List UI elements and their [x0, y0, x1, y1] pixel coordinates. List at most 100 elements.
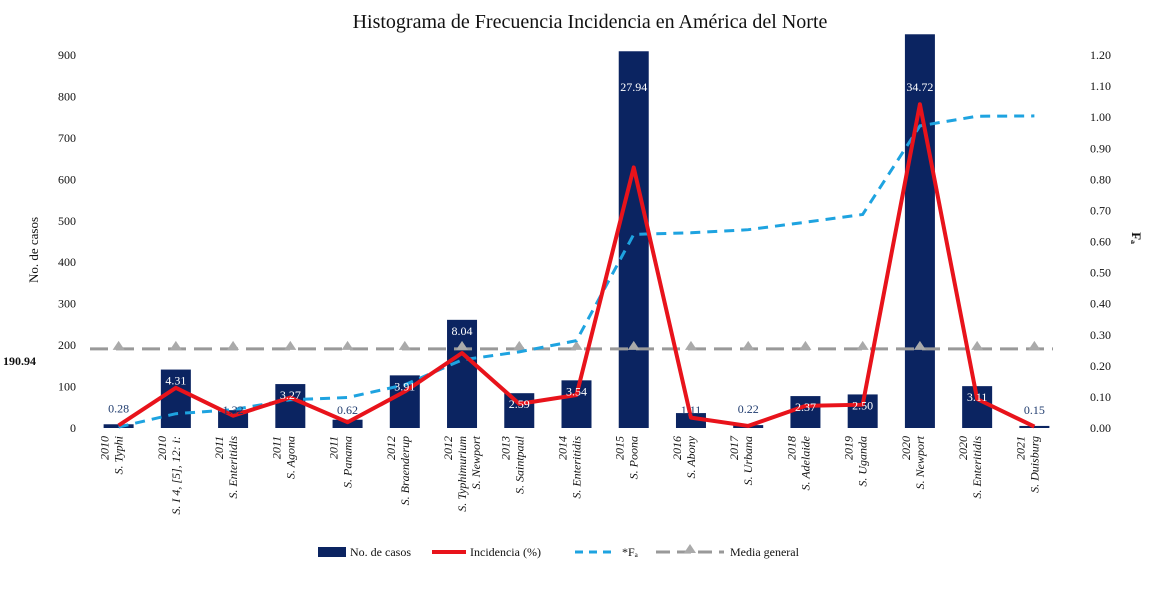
- category-year: 2012: [441, 436, 455, 460]
- category-label: 2020 S. Newport: [899, 435, 927, 489]
- mean-marker: [799, 340, 812, 350]
- category-label: 2011 S. Agona: [269, 436, 297, 479]
- category-label: 2019 S. Uganda: [842, 436, 870, 487]
- incidence-data-label: 0.22: [738, 402, 759, 416]
- category-year: 2013: [498, 436, 512, 460]
- incidence-data-label: 0.15: [1024, 403, 1045, 417]
- y-right-tick-label: 0.00: [1090, 421, 1111, 435]
- incidence-line: [117, 102, 1036, 429]
- category-name: S. Panama: [341, 436, 355, 488]
- legend-bar-swatch: [318, 547, 346, 557]
- category-label: 2012 S. Typhimurium S. Newport: [441, 435, 483, 511]
- y-left-tick-label: 200: [58, 338, 76, 352]
- incidence-data-label: 2.50: [852, 398, 873, 412]
- mean-marker: [284, 340, 297, 350]
- mean-marker: [227, 340, 240, 350]
- y-left-tick-label: 400: [58, 255, 76, 269]
- y-right-tick-label: 0.20: [1090, 359, 1111, 373]
- y-axis-right-title: Fₐ: [1129, 232, 1144, 244]
- incidence-data-label: 3.91: [394, 379, 415, 393]
- category-label: 2010 S. I 4, [5], 12: i:: [155, 436, 183, 515]
- incidence-data-label: 0.28: [108, 401, 129, 415]
- category-name: S. Enteritidis: [226, 436, 240, 499]
- category-label: 2020 S. Enteritidis: [956, 436, 984, 499]
- category-year: 2016: [670, 436, 684, 460]
- bar: [618, 51, 649, 429]
- incidence-data-label: 3.27: [280, 388, 301, 402]
- category-name: S. Newport: [913, 435, 927, 489]
- y-right-tick-label: 1.00: [1090, 110, 1111, 124]
- mean-marker: [684, 340, 697, 350]
- incidence-data-label: 2.37: [795, 400, 816, 414]
- y-axis-right-ticks: 0.00 0.10 0.20 0.30 0.40 0.50 0.60 0.70 0.80 0.90…: [1090, 48, 1111, 435]
- incidence-data-label: 8.04: [452, 324, 473, 338]
- y-axis-left-ticks: 0 100 200 300 400 500 600 700 800 900: [58, 48, 76, 435]
- y-right-tick-label: 0.10: [1090, 390, 1111, 404]
- y-left-tick-label: 100: [58, 380, 76, 394]
- category-year: 2011: [327, 436, 341, 459]
- category-label: 2010 S. Typhi: [98, 436, 126, 474]
- data-labels: 0.28 4.31 1.32 3.27 0.62 3.91 8.04 2.59 3.54 27.9…: [108, 80, 1045, 417]
- y-left-tick-label: 600: [58, 172, 76, 186]
- mean-marker: [971, 340, 984, 350]
- category-year: 2020: [899, 436, 913, 460]
- y-right-tick-label: 0.40: [1090, 297, 1111, 311]
- category-name: S. Enteritidis: [570, 436, 584, 499]
- category-name: S. Agona: [283, 436, 297, 479]
- y-right-tick-label: 0.70: [1090, 203, 1111, 217]
- mean-marker: [398, 340, 411, 350]
- mean-marker: [627, 340, 640, 350]
- y-right-tick-label: 1.10: [1090, 79, 1111, 93]
- mean-value-label: 190.94: [3, 354, 36, 368]
- category-year: 2019: [842, 436, 856, 460]
- y-left-tick-label: 500: [58, 214, 76, 228]
- incidence-data-label: 1.11: [681, 403, 702, 417]
- mean-marker: [341, 340, 354, 350]
- category-label: 2016 S. Abony: [670, 435, 698, 478]
- category-name: S. I 4, [5], 12: i:: [169, 436, 183, 515]
- y-left-tick-label: 900: [58, 48, 76, 62]
- incidence-data-label: 0.62: [337, 403, 358, 417]
- category-label: 2015 S. Poona: [613, 436, 641, 479]
- incidence-data-label: 3.11: [967, 390, 988, 404]
- incidence-data-label: 1.32: [223, 403, 244, 417]
- category-label: 2017 S. Urbana: [727, 435, 755, 485]
- mean-marker: [570, 340, 583, 350]
- category-label: 2012 S. Braenderup: [384, 436, 412, 505]
- category-year: 2014: [556, 436, 570, 460]
- y-right-tick-label: 0.50: [1090, 266, 1111, 280]
- category-year: 2017: [727, 435, 741, 460]
- category-label: 2013 S. Saintpaul: [498, 435, 526, 494]
- y-left-tick-label: 800: [58, 89, 76, 103]
- mean-marker: [856, 340, 869, 350]
- category-year: 2021: [1013, 436, 1027, 460]
- category-name: S. Uganda: [856, 436, 870, 487]
- y-right-tick-label: 0.30: [1090, 328, 1111, 342]
- y-left-tick-label: 300: [58, 297, 76, 311]
- category-year: 2015: [613, 436, 627, 460]
- category-year: 2012: [384, 436, 398, 460]
- bar: [504, 393, 535, 428]
- mean-marker: [456, 340, 469, 350]
- incidence-data-label: 27.94: [620, 80, 647, 94]
- bar-series: [103, 34, 1050, 429]
- mean-marker: [742, 340, 755, 350]
- category-label: 2011 S. Panama: [327, 436, 355, 488]
- category-name: S. Typhi: [112, 436, 126, 474]
- category-name: S. Typhimurium: [455, 436, 469, 512]
- bar: [790, 396, 821, 428]
- bar: [904, 34, 935, 429]
- incidence-data-label: 3.54: [566, 384, 587, 398]
- bar: [447, 319, 478, 428]
- legend-mean-marker: [684, 544, 696, 553]
- mean-marker: [513, 340, 526, 350]
- category-name-2: S. Newport: [469, 435, 483, 489]
- incidence-data-label: 34.72: [906, 80, 933, 94]
- legend-label-casos: No. de casos: [350, 545, 411, 559]
- category-name: S. Enteritidis: [970, 436, 984, 499]
- category-year: 2011: [212, 436, 226, 459]
- legend-label-media: Media general: [730, 545, 800, 559]
- y-right-tick-label: 1.20: [1090, 48, 1111, 62]
- mean-marker: [1028, 340, 1041, 350]
